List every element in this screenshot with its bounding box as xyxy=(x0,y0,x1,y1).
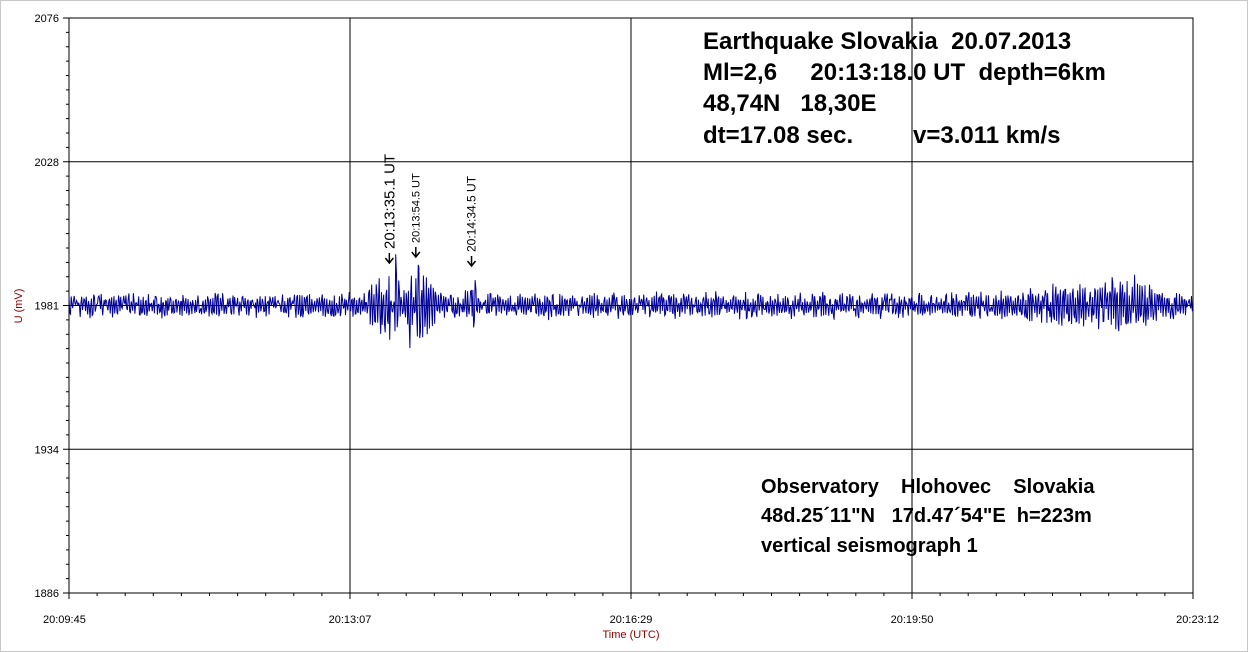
y-tick-label: 2076 xyxy=(35,13,59,25)
y-tick-label: 1981 xyxy=(35,301,59,313)
marker-arrowhead xyxy=(466,260,477,268)
observatory-name: Observatory Hlohovec Slovakia xyxy=(761,476,1095,498)
marker-arrowhead xyxy=(384,257,394,265)
y-tick-label: 2028 xyxy=(35,157,59,169)
phase-markers: 20:13:35.1 UT 20:13:54.5 UT 20:14:34.5 UT xyxy=(382,154,479,268)
event-velocity: v=3.011 km/s xyxy=(913,122,1060,149)
phase-marker: 20:14:34.5 UT xyxy=(465,175,479,268)
x-tick-label: 20:09:45 xyxy=(43,614,86,626)
event-coordinates: 48,74N 18,30E xyxy=(703,90,876,117)
seismograph-name: vertical seismograph 1 xyxy=(761,535,978,557)
x-tick-label: 20:23:12 xyxy=(1176,614,1219,626)
y-axis-title: U (mV) xyxy=(13,289,25,324)
x-tick-label: 20:16:29 xyxy=(610,614,653,626)
x-tick-label: 20:13:07 xyxy=(329,614,372,626)
marker-label: 20:14:34.5 UT xyxy=(465,175,479,252)
marker-label: 20:13:54.5 UT xyxy=(411,173,423,243)
x-tick-label: 20:19:50 xyxy=(891,614,934,626)
minor-ticks xyxy=(63,17,1194,599)
x-tick-labels: 20:09:45 20:13:07 20:16:29 20:19:50 20:23:12 xyxy=(43,614,1219,626)
observatory-coordinates: 48d.25´11"N 17d.47´54"E h=223m xyxy=(761,505,1092,527)
event-dt: dt=17.08 sec. xyxy=(703,122,853,149)
y-tick-label: 1934 xyxy=(35,444,59,456)
marker-arrowhead xyxy=(411,251,421,259)
event-title: Earthquake Slovakia 20.07.2013 xyxy=(703,28,1071,55)
phase-marker: 20:13:35.1 UT xyxy=(382,154,399,265)
x-axis-title: Time (UTC) xyxy=(602,629,659,641)
observatory-info: Observatory Hlohovec Slovakia 48d.25´11"… xyxy=(761,476,1095,557)
seismogram-trace xyxy=(68,254,1194,349)
event-info: Earthquake Slovakia 20.07.2013 Ml=2,6 20… xyxy=(703,28,1106,149)
marker-label: 20:13:35.1 UT xyxy=(382,154,399,249)
y-tick-labels: 2076 2028 1981 1934 1886 xyxy=(35,13,59,600)
y-tick-label: 1886 xyxy=(35,588,59,600)
event-magnitude-time: Ml=2,6 20:13:18.0 UT depth=6km xyxy=(703,59,1106,86)
phase-marker: 20:13:54.5 UT xyxy=(411,173,423,259)
